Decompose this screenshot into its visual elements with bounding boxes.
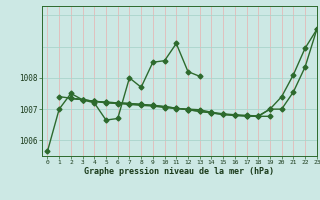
X-axis label: Graphe pression niveau de la mer (hPa): Graphe pression niveau de la mer (hPa) (84, 167, 274, 176)
